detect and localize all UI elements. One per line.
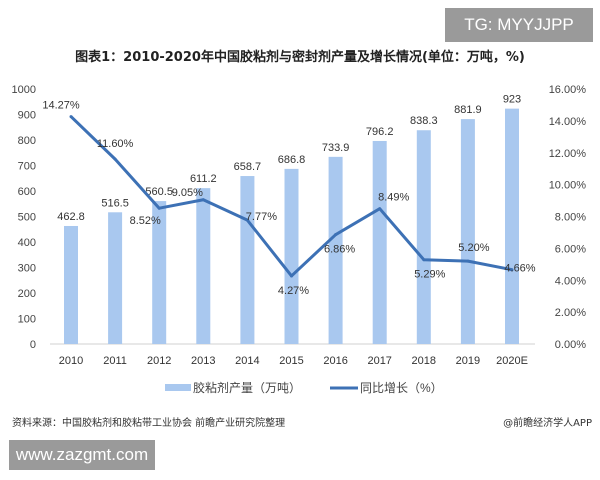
line-point xyxy=(157,206,161,210)
x-tick-label: 2013 xyxy=(191,355,215,367)
bar xyxy=(108,212,123,344)
bar-label: 838.3 xyxy=(410,115,438,127)
left-tick-label: 0 xyxy=(30,339,36,351)
line-point xyxy=(422,258,426,262)
legend-line-label: 同比增长（%） xyxy=(360,381,443,395)
bar xyxy=(152,201,167,344)
bar xyxy=(372,140,387,344)
bar xyxy=(284,168,299,344)
line-point xyxy=(334,233,338,237)
line-label: 8.52% xyxy=(130,215,161,227)
line-label: 7.77% xyxy=(246,211,277,223)
x-tick-label: 2016 xyxy=(323,355,347,367)
right-tick-label: 0.00% xyxy=(555,339,586,351)
bar xyxy=(240,176,255,344)
bar-label: 560.5 xyxy=(145,186,173,198)
left-tick-label: 700 xyxy=(18,161,36,173)
right-tick-label: 6.00% xyxy=(555,243,586,255)
bar-label: 881.9 xyxy=(454,104,482,116)
line-label: 4.66% xyxy=(504,263,535,275)
line-label: 5.20% xyxy=(458,242,489,254)
x-tick-label: 2019 xyxy=(456,355,480,367)
bar-label: 611.2 xyxy=(190,173,217,185)
legend-bar-swatch xyxy=(165,384,191,391)
x-tick-label: 2011 xyxy=(103,355,127,367)
credit-note: @前瞻经济学人APP xyxy=(503,418,592,429)
left-tick-label: 800 xyxy=(18,135,36,147)
left-tick-label: 400 xyxy=(18,237,36,249)
left-tick-label: 500 xyxy=(18,212,36,224)
bar-label: 686.8 xyxy=(278,154,306,166)
left-tick-label: 600 xyxy=(18,186,36,198)
x-tick-label: 2012 xyxy=(147,355,171,367)
bar xyxy=(328,156,343,344)
line-point xyxy=(201,198,205,202)
line-point xyxy=(113,157,117,161)
bar-label: 923 xyxy=(503,94,521,106)
line-point xyxy=(510,268,514,272)
right-tick-label: 2.00% xyxy=(555,307,586,319)
right-tick-label: 16.00% xyxy=(549,84,587,96)
x-tick-label: 2010 xyxy=(59,355,83,367)
x-tick-label: 2020E xyxy=(496,355,528,367)
left-tick-label: 200 xyxy=(18,288,36,300)
line-label: 14.27% xyxy=(42,100,80,112)
left-tick-label: 900 xyxy=(18,110,36,122)
bar-label: 733.9 xyxy=(322,142,350,154)
line-label: 6.86% xyxy=(324,244,355,256)
line-point xyxy=(466,259,470,263)
right-tick-label: 4.00% xyxy=(555,275,586,287)
right-tick-label: 12.00% xyxy=(549,148,587,160)
line-point xyxy=(290,274,293,278)
bar-label: 658.7 xyxy=(234,161,262,173)
right-tick-label: 10.00% xyxy=(549,180,587,192)
bar-label: 796.2 xyxy=(366,126,394,138)
x-tick-label: 2018 xyxy=(412,355,436,367)
x-tick-label: 2014 xyxy=(235,355,259,367)
left-tick-label: 300 xyxy=(18,263,36,275)
left-tick-label: 1000 xyxy=(12,84,36,96)
line-label: 9.05% xyxy=(172,187,203,199)
line-point xyxy=(245,218,249,222)
watermark-bottom: www.zazgmt.com xyxy=(9,440,155,470)
line-point xyxy=(378,207,382,211)
chart-title: 图表1：2010-2020年中国胶粘剂与密封剂产量及增长情况(单位：万吨，%) xyxy=(75,50,525,65)
x-tick-label: 2015 xyxy=(279,355,303,367)
legend-bar-label: 胶粘剂产量（万吨） xyxy=(193,380,301,395)
line-label: 11.60% xyxy=(97,138,134,150)
x-tick-label: 2017 xyxy=(367,355,391,367)
right-tick-label: 8.00% xyxy=(555,212,586,224)
bar xyxy=(64,225,78,344)
chart-svg: 0 100 200 300 400 500 600 700 800 900 1000 0.00% 2.0… xyxy=(12,84,587,395)
bar-label: 462.8 xyxy=(57,211,85,223)
bar xyxy=(505,108,519,344)
line-label: 5.29% xyxy=(414,269,445,281)
right-tick-label: 14.00% xyxy=(549,116,587,128)
left-tick-label: 100 xyxy=(18,314,36,326)
line-label: 8.49% xyxy=(378,192,409,204)
bar xyxy=(196,188,211,344)
watermark-top: TG: MYYJJPP xyxy=(445,8,593,42)
bar xyxy=(460,119,475,344)
line-label: 4.27% xyxy=(278,285,309,297)
bar-label: 516.5 xyxy=(101,197,129,209)
bar xyxy=(416,130,431,344)
line-point xyxy=(69,115,73,119)
source-note: 资料来源：中国胶粘剂和胶粘带工业协会 前瞻产业研究院整理 xyxy=(12,418,286,429)
